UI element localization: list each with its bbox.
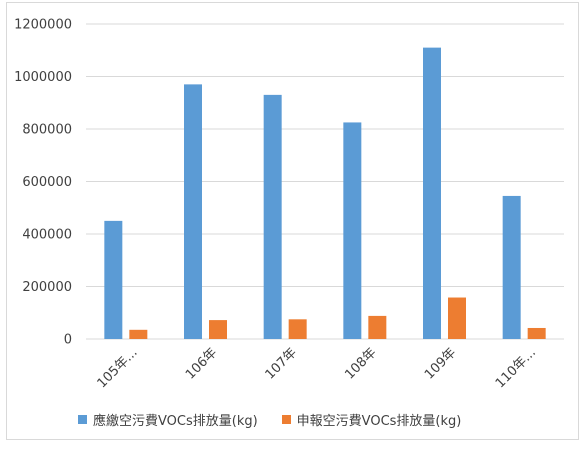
x-tick-label-6: 110年...: [493, 345, 539, 391]
x-axis-tick-labels: 105年... 106年 107年 108年 109年 110年...: [95, 345, 539, 391]
bar-series-2-2: [209, 320, 227, 339]
chart-frame: [6, 2, 579, 440]
gridlines: [86, 23, 564, 340]
bar-series-1-3: [263, 94, 282, 339]
x-tick-label-2: 106年: [183, 345, 220, 382]
bar-series-1-2: [184, 84, 202, 339]
x-tick-label-3: 107年: [263, 345, 300, 382]
y-tick-label-4: 800000: [22, 123, 72, 138]
bar-series-1-1: [104, 220, 123, 339]
y-tick-label-0: 0: [64, 333, 72, 348]
y-tick-label-5: 1000000: [14, 70, 72, 85]
bar-series-2-3: [288, 319, 307, 339]
x-tick-label-1: 105年...: [95, 345, 141, 391]
x-tick-label-4: 108年: [342, 345, 379, 382]
bar-series-2-1: [129, 329, 148, 339]
legend-swatch-series-1: [78, 415, 87, 424]
bar-series-2-6: [527, 327, 546, 339]
y-axis-tick-labels: 0 200000 400000 600000 800000 1000000 1200000: [14, 18, 72, 348]
x-tick-label-5: 109年: [422, 345, 459, 382]
bar-series-2-4: [368, 315, 387, 339]
legend-item-series-2: 申報空污費VOCs排放量(kg): [281, 410, 462, 429]
bar-series-1-4: [343, 122, 362, 339]
bar-series-1-5: [423, 47, 441, 339]
bars: [104, 47, 546, 339]
bar-series-2-5: [448, 297, 466, 339]
legend-item-series-1: 應繳空污費VOCs排放量(kg): [78, 410, 258, 429]
legend-label-series-1: 應繳空污費VOCs排放量(kg): [93, 414, 258, 429]
y-tick-label-2: 400000: [22, 228, 72, 243]
legend: 應繳空污費VOCs排放量(kg) 申報空污費VOCs排放量(kg): [78, 410, 461, 429]
y-tick-label-1: 200000: [22, 280, 72, 295]
y-tick-label-6: 1200000: [14, 18, 72, 33]
bar-series-1-6: [502, 195, 521, 339]
y-tick-label-3: 600000: [22, 175, 72, 190]
legend-swatch-series-2: [281, 415, 291, 424]
legend-label-series-2: 申報空污費VOCs排放量(kg): [296, 414, 462, 429]
